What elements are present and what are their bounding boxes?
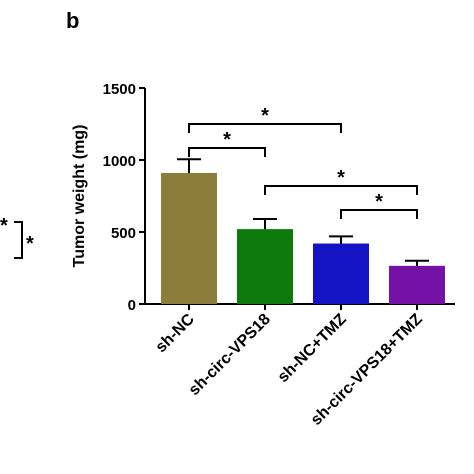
significance-label: *	[261, 105, 269, 127]
significance-label: *	[337, 167, 345, 189]
error-bar	[405, 259, 429, 266]
other-panel-star: *	[26, 233, 34, 255]
bar	[389, 265, 445, 304]
significance-label: *	[223, 129, 231, 151]
y-tick-label: 1500	[103, 81, 136, 98]
panel-label: b	[66, 8, 79, 33]
other-panel-bracket	[14, 221, 23, 259]
error-bar	[253, 218, 277, 230]
bar	[161, 172, 217, 304]
y-axis-label: Tumor weight (mg)	[71, 125, 88, 268]
bar	[237, 229, 293, 304]
significance-bracket	[340, 209, 418, 219]
x-tick-label: sh-NC	[152, 310, 198, 356]
y-tick-label: 500	[111, 225, 136, 242]
significance-bracket	[188, 147, 266, 157]
significance-label: *	[375, 191, 383, 213]
y-tick-label: 0	[128, 297, 136, 314]
significance-bracket	[188, 123, 342, 133]
bar	[313, 243, 369, 304]
x-tick-label: sh-circ-VPS18	[186, 311, 274, 399]
x-tick-label: sh-NC+TMZ	[275, 311, 350, 386]
other-panel-star: *	[0, 215, 8, 237]
error-bar	[177, 158, 201, 173]
y-tick-label: 1000	[103, 153, 136, 170]
significance-bracket	[264, 185, 418, 195]
error-bar	[329, 235, 353, 244]
